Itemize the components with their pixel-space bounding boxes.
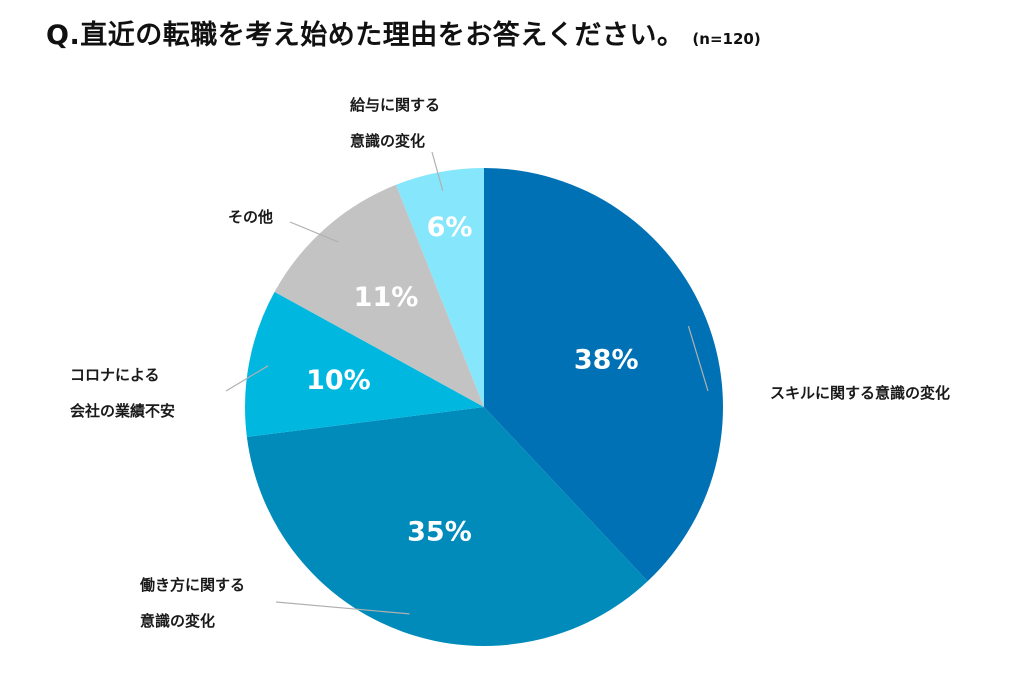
category-label-1: スキルに関する意識の変化	[770, 384, 950, 402]
leader-line-5	[431, 151, 444, 192]
category-label-5-line-2: 意識の変化	[350, 132, 425, 150]
pie-slice-2	[246, 407, 648, 646]
category-label-3-line-1: コロナによる	[70, 366, 160, 384]
percent-labels: 38% 35% 10% 11% 6%	[306, 212, 638, 547]
category-label-3-line-2: 会社の業績不安	[70, 402, 175, 420]
slice-percent-label-2: 35%	[407, 517, 472, 548]
slice-percent-label-5: 6%	[427, 212, 473, 243]
slice-percent-label-4: 11%	[354, 282, 419, 313]
leader-line-1	[687, 325, 709, 392]
category-label-4: その他	[228, 208, 273, 226]
leader-lines	[225, 151, 709, 615]
pie-slices	[244, 168, 724, 646]
slice-percent-label-3: 10%	[306, 365, 371, 396]
chart-title: Q.直近の転職を考え始めた理由をお答えください。 (n=120)	[46, 22, 761, 49]
pie-slice-5	[396, 168, 484, 407]
question-text: Q.直近の転職を考え始めた理由をお答えください。	[46, 20, 685, 51]
slice-percent-label-1: 38%	[574, 345, 639, 376]
leader-line-4	[289, 221, 339, 243]
sample-size: (n=120)	[692, 30, 761, 48]
category-label-2-line-2: 意識の変化	[140, 612, 215, 630]
leader-line-2	[275, 601, 410, 615]
pie-slice-1	[484, 168, 724, 582]
category-label-5-line-1: 給与に関する	[350, 96, 440, 114]
pie-slice-3	[244, 291, 484, 437]
category-labels: スキルに関する意識の変化働き方に関する意識の変化コロナによる会社の業績不安その他…	[70, 96, 950, 630]
pie-slice-4	[274, 184, 484, 407]
category-label-2-line-1: 働き方に関する	[139, 576, 245, 594]
leader-line-3	[225, 365, 269, 392]
